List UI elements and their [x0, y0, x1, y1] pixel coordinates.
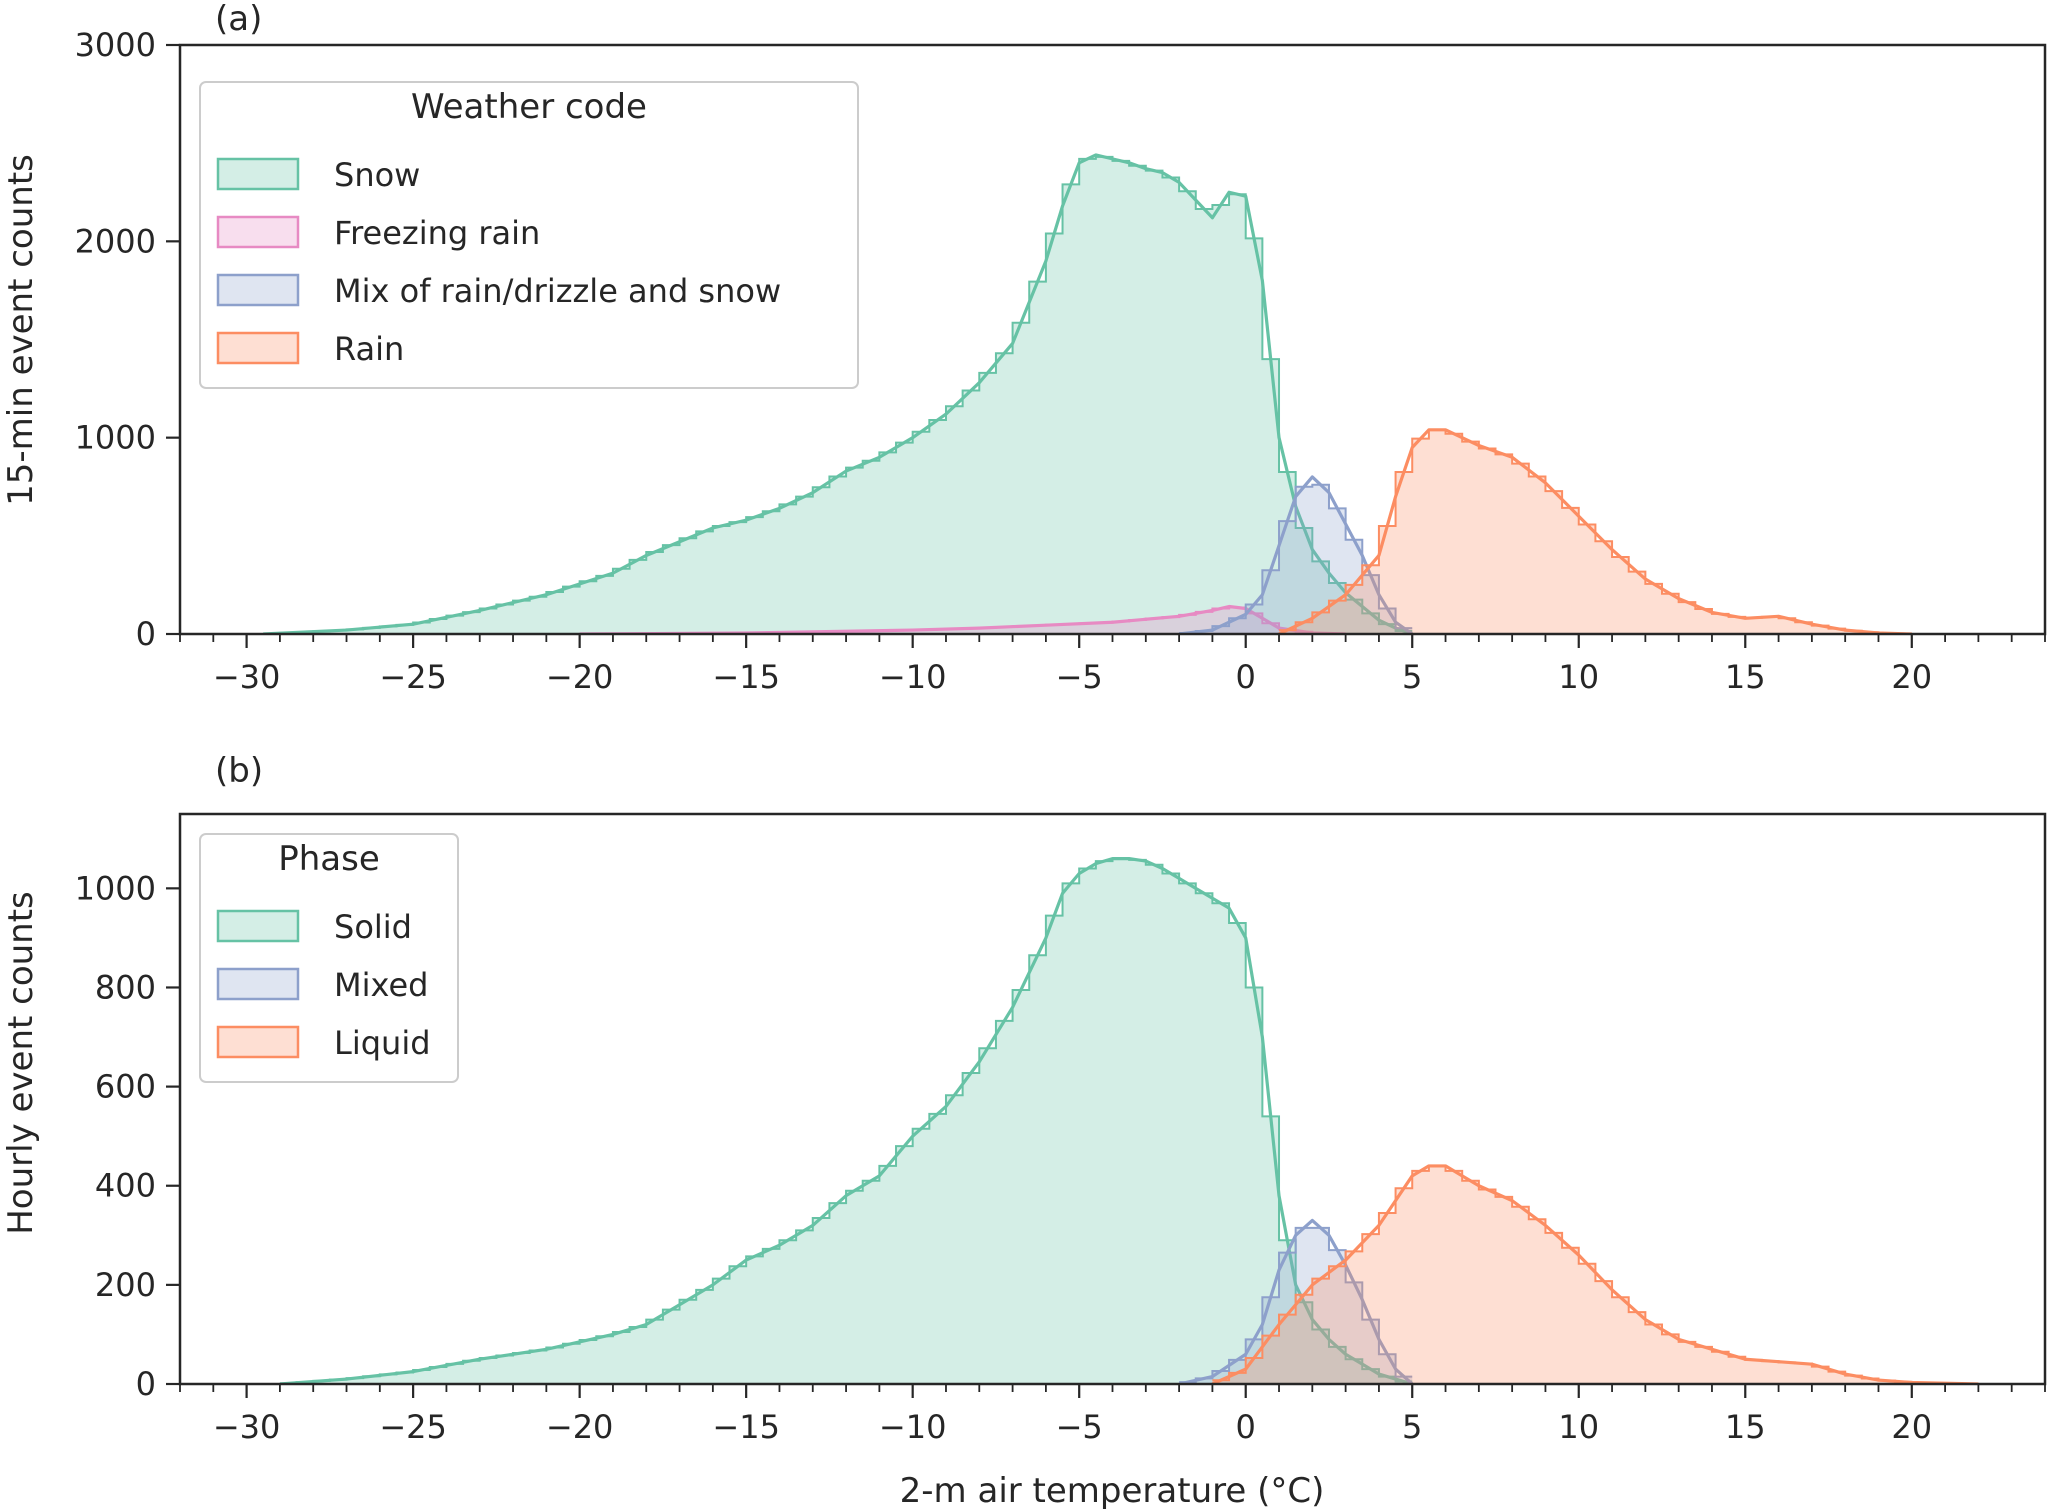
panel-a-x-tick-label: −25	[379, 658, 447, 696]
panel-a-y-tick-label: 2000	[75, 222, 156, 260]
panel-a-x-tick-label: −10	[879, 658, 947, 696]
panel-b-x-tick-label: 20	[1891, 1408, 1932, 1446]
panel-b-x-tick-label: −25	[379, 1408, 447, 1446]
panel-b-x-tick-label: 5	[1402, 1408, 1422, 1446]
panel-a: (a) 15-min event counts −30 −25 −20 −15 −10−…	[1, 0, 2047, 696]
snow-legend-swatch	[216, 157, 300, 191]
solid-legend-swatch	[216, 909, 300, 943]
panel-b-legend: Phase Solid Mixed Liquid	[199, 833, 459, 1083]
panel-a-axes: −30 −25 −20 −15 −10 −5 0 5 10 15 20 0 1000 2000 3000	[75, 26, 2047, 696]
panel-b-x-tick-label: −20	[546, 1408, 614, 1446]
rain-legend-swatch	[216, 331, 300, 365]
panel-b-y-tick-label: 400	[95, 1167, 156, 1205]
panel-b-x-tick-label: −30	[213, 1408, 281, 1446]
panel-b-x-tick-label: −15	[712, 1408, 780, 1446]
panel-a-plot-area	[263, 153, 1912, 634]
panel-b-y-axis-label: Hourly event counts	[1, 891, 41, 1235]
panel-a-y-tick-label: 1000	[75, 419, 156, 457]
panel-a-x-tick-label: 10	[1558, 658, 1599, 696]
mixed-legend-swatch	[216, 967, 300, 1001]
panel-b-x-tick-label: −5	[1056, 1408, 1103, 1446]
snow-legend-label: Snow	[334, 156, 420, 194]
freezing-rain-kde-line	[579, 604, 1346, 634]
panel-b-x-tick-label: 15	[1725, 1408, 1766, 1446]
freezing-rain-legend-label: Freezing rain	[334, 214, 540, 252]
mixed-legend-label: Mixed	[334, 966, 428, 1004]
panel-a-legend: Weather code Snow Freezing rain Mix of rain…	[199, 81, 859, 389]
freezing-rain-legend-swatch	[216, 215, 300, 249]
liquid-legend-label: Liquid	[334, 1024, 431, 1062]
liquid-kde-line	[1211, 1164, 1979, 1384]
rain-kde-line	[1278, 428, 1912, 634]
snow-histogram-fill	[263, 156, 1413, 634]
panel-b-x-tick-label: −10	[879, 1408, 947, 1446]
panel-a-x-tick-label: 0	[1236, 658, 1256, 696]
panel-a-x-tick-label: 20	[1891, 658, 1932, 696]
panel-a-x-tick-label: 15	[1725, 658, 1766, 696]
panel-b-y-tick-label: 1000	[75, 869, 156, 907]
panel-a-x-tick-label: −15	[712, 658, 780, 696]
panel-b-x-tick-label: 0	[1236, 1408, 1256, 1446]
panel-b-y-tick-label: 0	[136, 1365, 156, 1403]
snow-kde-line	[263, 153, 1413, 634]
mix-of-rain-drizzle-and-snow-legend-label: Mix of rain/drizzle and snow	[334, 272, 781, 310]
panel-b-y-tick-label: 600	[95, 1068, 156, 1106]
panel-a-legend-box	[199, 81, 859, 389]
rain-histogram-fill	[1279, 429, 1912, 634]
panel-b-x-tick-label: 10	[1558, 1408, 1599, 1446]
mix-of-rain-drizzle-and-snow-legend-swatch	[216, 273, 300, 307]
mix-of-rain-drizzle-and-snow-histogram-fill	[1179, 484, 1413, 634]
panel-a-label: (a)	[215, 0, 262, 39]
x-axis-label: 2-m air temperature (°C)	[900, 1471, 1325, 1511]
freezing-rain-histogram-fill	[579, 607, 1346, 634]
panel-a-x-tick-label: 5	[1402, 658, 1422, 696]
liquid-legend-swatch	[216, 1025, 300, 1059]
mix-of-rain-drizzle-and-snow-kde-line	[1178, 475, 1414, 634]
panel-b-label: (b)	[215, 751, 263, 791]
panel-a-x-tick-label: −30	[213, 658, 281, 696]
solid-histogram-fill	[279, 858, 1413, 1384]
panel-b-legend-title: Phase	[278, 839, 380, 879]
panel-b: (b) Hourly event counts 2-m air temperat…	[1, 751, 2047, 1511]
panel-a-y-axis-label: 15-min event counts	[1, 154, 41, 506]
panel-a-legend-title: Weather code	[411, 87, 647, 127]
solid-legend-label: Solid	[334, 908, 412, 946]
panel-b-plot-area	[279, 857, 1979, 1384]
liquid-histogram-fill	[1212, 1165, 1979, 1384]
panel-a-y-tick-label: 0	[136, 615, 156, 653]
panel-a-x-tick-label: −20	[546, 658, 614, 696]
mixed-kde-line	[1178, 1218, 1414, 1384]
panel-b-legend-box	[199, 833, 459, 1083]
panel-a-y-tick-label: 3000	[75, 26, 156, 64]
panel-b-y-tick-label: 800	[95, 968, 156, 1006]
panel-a-x-tick-label: −5	[1056, 658, 1103, 696]
panel-b-axes: −30 −25 −20 −15 −10 −5 0 5 10 15 20020040060080010…	[75, 812, 2047, 1446]
rain-legend-label: Rain	[334, 330, 404, 368]
panel-b-y-tick-label: 200	[95, 1266, 156, 1304]
